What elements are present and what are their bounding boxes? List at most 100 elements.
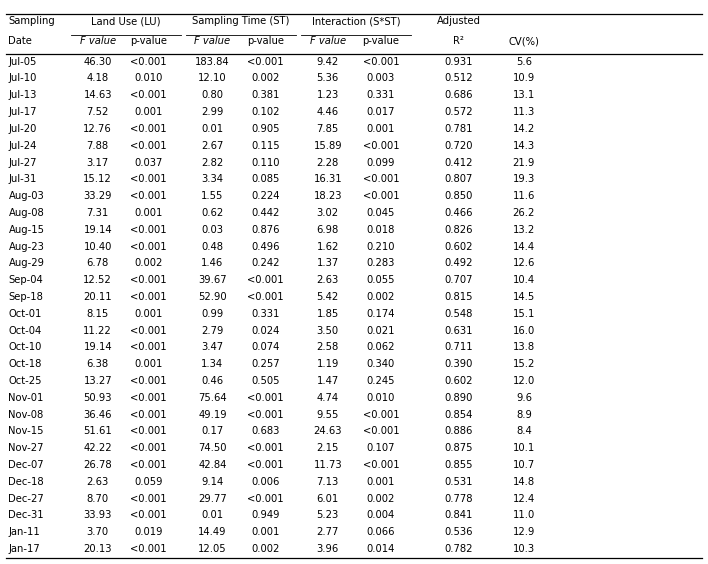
Text: 0.686: 0.686	[445, 90, 473, 100]
Text: Jul-20: Jul-20	[8, 124, 37, 134]
Text: 2.77: 2.77	[316, 527, 339, 537]
Text: 0.876: 0.876	[251, 224, 280, 235]
Text: Aug-29: Aug-29	[8, 258, 45, 268]
Text: 0.014: 0.014	[367, 544, 395, 554]
Text: 51.61: 51.61	[84, 426, 112, 437]
Text: 3.50: 3.50	[316, 325, 339, 336]
Text: CV(%): CV(%)	[508, 36, 539, 46]
Text: 0.505: 0.505	[251, 376, 280, 386]
Text: 0.055: 0.055	[367, 275, 395, 285]
Text: 0.854: 0.854	[445, 409, 473, 420]
Text: 0.019: 0.019	[135, 527, 163, 537]
Text: 0.245: 0.245	[367, 376, 395, 386]
Text: 0.815: 0.815	[445, 292, 473, 302]
Text: <0.001: <0.001	[130, 376, 167, 386]
Text: 0.17: 0.17	[201, 426, 224, 437]
Text: 52.90: 52.90	[198, 292, 227, 302]
Text: 18.23: 18.23	[314, 191, 342, 201]
Text: 0.331: 0.331	[251, 309, 280, 319]
Text: Land Use (LU): Land Use (LU)	[91, 16, 161, 27]
Text: 0.037: 0.037	[135, 157, 163, 168]
Text: Aug-08: Aug-08	[8, 208, 44, 218]
Text: 7.85: 7.85	[316, 124, 339, 134]
Text: 0.496: 0.496	[251, 241, 280, 252]
Text: 2.28: 2.28	[316, 157, 339, 168]
Text: 0.381: 0.381	[251, 90, 280, 100]
Text: 10.4: 10.4	[513, 275, 535, 285]
Text: Jul-31: Jul-31	[8, 174, 37, 184]
Text: 6.01: 6.01	[316, 494, 339, 504]
Text: 4.74: 4.74	[316, 393, 339, 403]
Text: 0.711: 0.711	[445, 342, 473, 352]
Text: 0.002: 0.002	[135, 258, 163, 268]
Text: Nov-15: Nov-15	[8, 426, 44, 437]
Text: p-value: p-value	[130, 36, 167, 46]
Text: Nov-01: Nov-01	[8, 393, 44, 403]
Text: 0.03: 0.03	[201, 224, 224, 235]
Text: 0.001: 0.001	[367, 477, 395, 487]
Text: 9.42: 9.42	[316, 56, 339, 67]
Text: 7.31: 7.31	[86, 208, 109, 218]
Text: 0.017: 0.017	[367, 107, 395, 117]
Text: 14.49: 14.49	[198, 527, 227, 537]
Text: 0.001: 0.001	[135, 309, 163, 319]
Text: 3.70: 3.70	[86, 527, 109, 537]
Text: Jul-27: Jul-27	[8, 157, 37, 168]
Text: F value: F value	[194, 36, 231, 46]
Text: 1.46: 1.46	[201, 258, 224, 268]
Text: 33.29: 33.29	[84, 191, 112, 201]
Text: 0.115: 0.115	[251, 140, 280, 151]
Text: 9.14: 9.14	[201, 477, 224, 487]
Text: 0.257: 0.257	[251, 359, 280, 369]
Text: 15.1: 15.1	[513, 309, 535, 319]
Text: 0.01: 0.01	[201, 510, 224, 521]
Text: 12.10: 12.10	[198, 73, 227, 83]
Text: 2.63: 2.63	[86, 477, 109, 487]
Text: Jul-24: Jul-24	[8, 140, 37, 151]
Text: <0.001: <0.001	[247, 443, 284, 453]
Text: 11.73: 11.73	[314, 460, 342, 470]
Text: <0.001: <0.001	[362, 140, 399, 151]
Text: 0.340: 0.340	[367, 359, 395, 369]
Text: 5.23: 5.23	[316, 510, 339, 521]
Text: <0.001: <0.001	[130, 140, 167, 151]
Text: Jan-11: Jan-11	[8, 527, 40, 537]
Text: R²: R²	[453, 36, 464, 46]
Text: 1.37: 1.37	[316, 258, 339, 268]
Text: 10.3: 10.3	[513, 544, 535, 554]
Text: 0.001: 0.001	[251, 527, 280, 537]
Text: 5.36: 5.36	[316, 73, 339, 83]
Text: <0.001: <0.001	[362, 426, 399, 437]
Text: 0.720: 0.720	[445, 140, 473, 151]
Text: 1.34: 1.34	[201, 359, 224, 369]
Text: 1.19: 1.19	[316, 359, 339, 369]
Text: 0.80: 0.80	[201, 90, 224, 100]
Text: <0.001: <0.001	[130, 426, 167, 437]
Text: 0.890: 0.890	[445, 393, 473, 403]
Text: 13.2: 13.2	[513, 224, 535, 235]
Text: 0.002: 0.002	[251, 73, 280, 83]
Text: <0.001: <0.001	[130, 224, 167, 235]
Text: 13.8: 13.8	[513, 342, 535, 352]
Text: F value: F value	[79, 36, 116, 46]
Text: <0.001: <0.001	[130, 275, 167, 285]
Text: 19.14: 19.14	[84, 342, 112, 352]
Text: 0.905: 0.905	[251, 124, 280, 134]
Text: <0.001: <0.001	[130, 409, 167, 420]
Text: Dec-31: Dec-31	[8, 510, 44, 521]
Text: 1.55: 1.55	[201, 191, 224, 201]
Text: <0.001: <0.001	[247, 494, 284, 504]
Text: 20.11: 20.11	[84, 292, 112, 302]
Text: 0.841: 0.841	[445, 510, 473, 521]
Text: 14.63: 14.63	[84, 90, 112, 100]
Text: 0.442: 0.442	[251, 208, 280, 218]
Text: <0.001: <0.001	[130, 393, 167, 403]
Text: 12.76: 12.76	[84, 124, 112, 134]
Text: 8.15: 8.15	[86, 309, 109, 319]
Text: 0.572: 0.572	[445, 107, 473, 117]
Text: <0.001: <0.001	[130, 124, 167, 134]
Text: 10.7: 10.7	[513, 460, 535, 470]
Text: 1.47: 1.47	[316, 376, 339, 386]
Text: 24.63: 24.63	[314, 426, 342, 437]
Text: 0.99: 0.99	[201, 309, 224, 319]
